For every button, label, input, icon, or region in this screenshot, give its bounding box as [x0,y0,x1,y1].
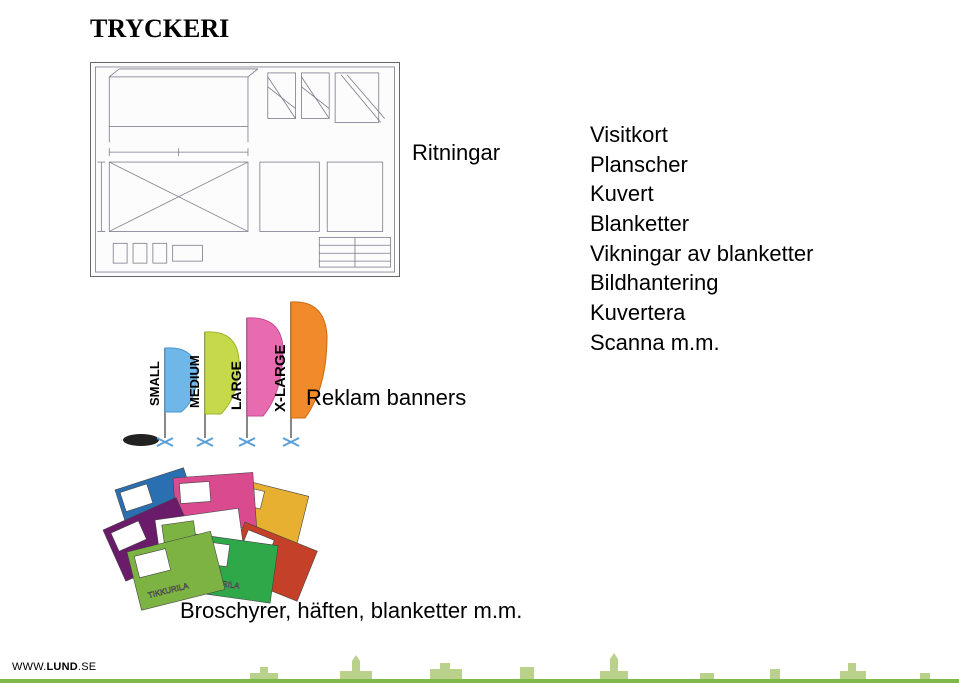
banner-label-small: SMALL [147,361,162,406]
footer-skyline [0,649,959,683]
brochures-image: TIKKURILA TIKKURILA [85,460,345,615]
blueprint-image [90,62,400,277]
footer-prefix: WWW. [12,661,46,673]
service-item: Kuvertera [590,298,813,328]
service-item: Kuvert [590,179,813,209]
service-item: Bildhantering [590,268,813,298]
footer-suffix: .SE [78,661,96,673]
footer-bold: LUND [46,661,77,673]
service-item: Planscher [590,150,813,180]
service-item: Visitkort [590,120,813,150]
caption-ritningar: Ritningar [412,140,500,166]
services-list: Visitkort Planscher Kuvert Blanketter Vi… [590,120,813,358]
service-item: Blanketter [590,209,813,239]
banners-image: SMALL MEDIUM LARGE X-LARGE [105,288,335,458]
banner-label-large: LARGE [228,361,244,410]
caption-broschyrer: Broschyrer, häften, blanketter m.m. [180,598,522,624]
service-item: Scanna m.m. [590,328,813,358]
page-title: TRYCKERI [90,14,229,44]
banner-label-xlarge: X-LARGE [272,345,289,413]
footer-url: WWW.LUND.SE [12,661,96,673]
service-item: Vikningar av blanketter [590,239,813,269]
caption-reklam: Reklam banners [306,385,466,411]
banner-label-medium: MEDIUM [187,355,202,408]
